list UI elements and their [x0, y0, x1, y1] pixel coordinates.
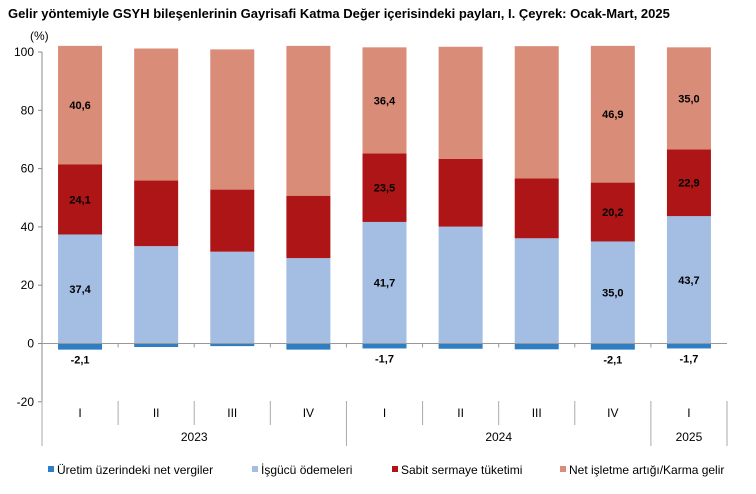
y-tick-label: 40: [21, 220, 35, 234]
bar-segment: [58, 45, 103, 165]
y-tick-label: 60: [21, 162, 35, 176]
data-label: 36,4: [374, 95, 396, 107]
data-label: -1,7: [679, 353, 698, 365]
data-label: 20,2: [602, 207, 623, 219]
bar-segment: [58, 343, 103, 350]
bar-segment: [362, 153, 407, 222]
bar-segment: [210, 251, 255, 344]
bar-segment: [666, 216, 711, 344]
data-label: 35,0: [678, 93, 699, 105]
bar-segment: [438, 226, 483, 344]
bar-segment: [514, 238, 559, 344]
bar-segment: [514, 178, 559, 239]
bar-segment: [666, 149, 711, 217]
bar-segment: [666, 47, 711, 150]
bar-segment: [286, 45, 331, 196]
data-label: 43,7: [678, 275, 699, 287]
category-label: IV: [607, 406, 618, 420]
bar-segment: [134, 180, 179, 247]
legend-label: Sabit sermaye tüketimi: [401, 463, 522, 477]
legend-label: Net işletme artığı/Karma gelir: [569, 463, 724, 477]
bar-segment: [514, 46, 559, 179]
group-label: 2025: [676, 430, 703, 444]
y-axis-unit: (%): [30, 29, 49, 43]
category-label: II: [153, 406, 160, 420]
bar-segment: [590, 45, 635, 183]
data-label: 37,4: [69, 284, 91, 296]
y-tick-label: 20: [21, 278, 35, 292]
bar-segment: [666, 343, 711, 349]
bar-segment: [210, 189, 255, 252]
bar-segment: [438, 343, 483, 349]
category-label: II: [457, 406, 464, 420]
data-label: -2,1: [603, 355, 622, 367]
legend-label: İşgücü ödemeleri: [261, 463, 352, 477]
legend-swatch: [560, 466, 566, 472]
bar-segment: [286, 343, 331, 350]
bar-segment: [362, 343, 407, 349]
data-label: 24,1: [69, 194, 90, 206]
legend-swatch: [252, 466, 258, 472]
category-label: IV: [303, 406, 314, 420]
bar-segment: [210, 49, 255, 190]
data-label: 23,5: [374, 183, 395, 195]
bar-segment: [362, 47, 407, 154]
data-label: 41,7: [374, 278, 395, 290]
legend-swatch: [48, 466, 54, 472]
legend-swatch: [392, 466, 398, 472]
bar-segment: [514, 343, 559, 350]
data-label: -1,7: [375, 353, 394, 365]
bar-segment: [590, 182, 635, 242]
data-label: 40,6: [69, 100, 90, 112]
bar-segment: [134, 343, 179, 347]
bar-segment: [286, 195, 331, 259]
data-label: 22,9: [678, 178, 699, 190]
group-label: 2024: [485, 430, 512, 444]
y-tick-label: 100: [14, 45, 34, 59]
bar-segment: [438, 158, 483, 227]
category-label: I: [687, 406, 690, 420]
bar-segment: [134, 246, 179, 344]
bar-segment: [134, 48, 179, 181]
group-label: 2023: [181, 430, 208, 444]
y-tick-label: 80: [21, 103, 35, 117]
bar-segment: [438, 46, 483, 159]
data-label: 46,9: [602, 109, 623, 121]
bar-segment: [210, 343, 255, 347]
bar-segment: [590, 241, 635, 344]
y-tick-label: 0: [27, 337, 34, 351]
category-label: I: [383, 406, 386, 420]
data-label: -2,1: [71, 355, 90, 367]
category-label: III: [227, 406, 237, 420]
y-tick-label: -20: [17, 395, 35, 409]
bar-segment: [286, 258, 331, 344]
chart-title: Gelir yöntemiyle GSYH bileşenlerinin Gay…: [8, 6, 670, 21]
bar-segment: [58, 164, 103, 235]
data-label: 35,0: [602, 287, 623, 299]
legend-label: Üretim üzerindeki net vergiler: [57, 463, 213, 477]
bar-segment: [58, 234, 103, 344]
category-label: III: [532, 406, 542, 420]
bar-segment: [590, 343, 635, 350]
category-label: I: [78, 406, 81, 420]
bar-segment: [362, 221, 407, 344]
